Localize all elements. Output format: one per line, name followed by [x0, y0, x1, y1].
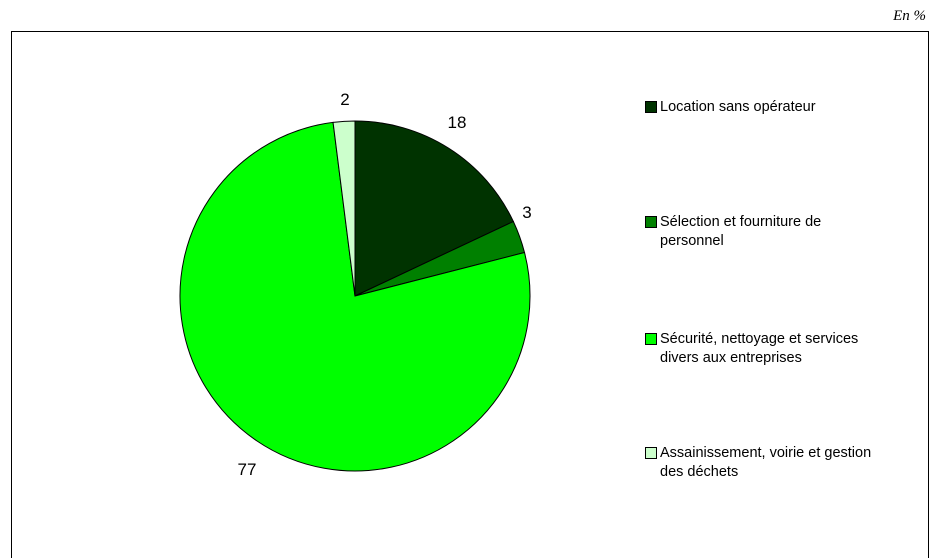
- slice-value-label: 77: [238, 460, 257, 479]
- legend-swatch: [645, 447, 657, 459]
- slice-value-label: 2: [340, 90, 349, 109]
- legend-label: Sélection et fourniture de personnel: [660, 214, 822, 249]
- legend-item-assainissement: Assainissement, voirie et gestion des déc…: [645, 444, 922, 482]
- legend-item-location: Location sans opérateur: [645, 98, 922, 117]
- legend-label: Assainissement, voirie et gestion des déc…: [660, 445, 872, 480]
- pie-slice-3: [179, 121, 531, 472]
- legend: Location sans opérateur Sélection et fou…: [645, 0, 925, 558]
- legend-label: Sécurité, nettoyage et services divers au…: [660, 331, 859, 366]
- slice-value-label: 3: [522, 203, 531, 222]
- legend-item-selection: Sélection et fourniture de personnel: [645, 213, 922, 251]
- legend-swatch: [645, 333, 657, 345]
- pie-slice-1: [354, 120, 515, 297]
- slice-value-label: 18: [448, 113, 467, 132]
- legend-item-securite: Sécurité, nettoyage et services divers au…: [645, 330, 922, 368]
- pie-slice-4: [332, 120, 356, 297]
- legend-swatch: [645, 101, 657, 113]
- chart-frame: [11, 31, 929, 558]
- unit-note: En %: [893, 8, 926, 24]
- legend-swatch: [645, 216, 657, 228]
- legend-label: Location sans opérateur: [660, 99, 816, 115]
